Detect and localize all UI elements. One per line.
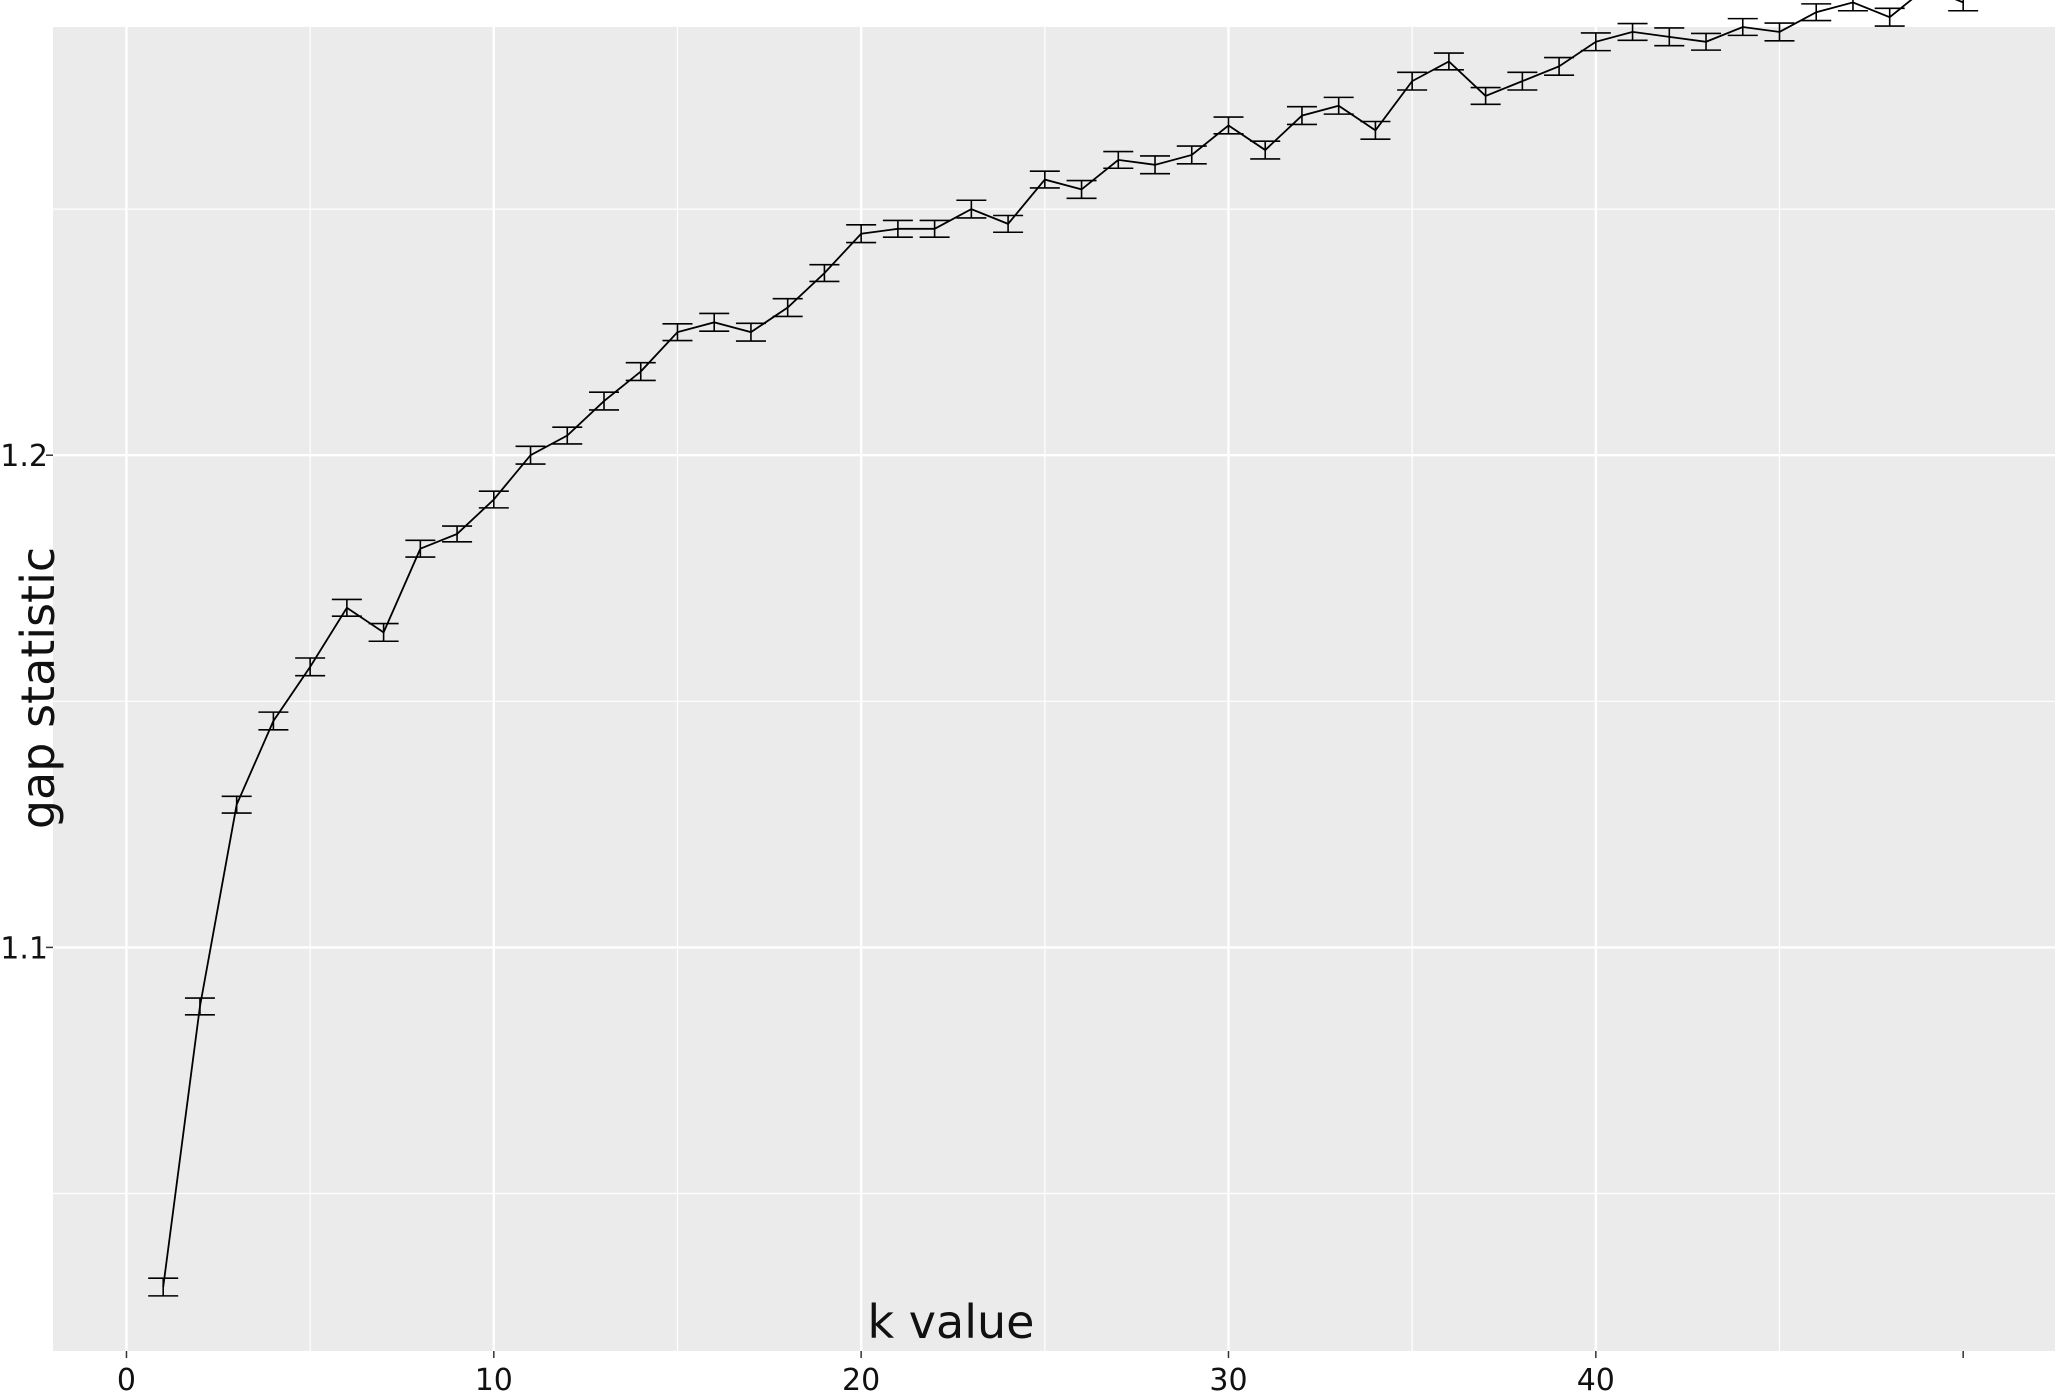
x-tick-label: 10 — [475, 1363, 513, 1398]
series-layer — [148, 0, 1979, 1297]
error-bar — [1544, 56, 1575, 77]
x-tick-label: 20 — [842, 1363, 880, 1398]
error-bar — [1397, 71, 1428, 91]
error-bar — [1029, 170, 1060, 189]
error-bar — [809, 263, 840, 283]
error-bar — [1360, 120, 1391, 141]
y-tick-label: 1.2 — [0, 439, 48, 474]
error-bar — [1286, 105, 1317, 126]
error-bar — [589, 391, 620, 411]
x-axis-tick-labels: 0 10 20 30 40 — [117, 1363, 1615, 1398]
error-bar — [882, 219, 913, 238]
error-bar — [184, 997, 215, 1016]
error-bar — [442, 525, 473, 543]
error-bar — [368, 622, 399, 643]
error-bar — [1250, 140, 1281, 160]
error-bar — [1470, 86, 1501, 106]
error-bar — [405, 539, 436, 558]
error-bar — [331, 598, 362, 617]
error-bar — [993, 214, 1024, 234]
y-axis-title: gap statistic — [11, 547, 65, 829]
error-bar — [1433, 52, 1464, 71]
x-tick-label: 40 — [1577, 1363, 1615, 1398]
error-bar — [735, 322, 766, 342]
error-bar — [1801, 3, 1832, 22]
x-tick-label: 0 — [117, 1363, 136, 1398]
error-bar — [148, 1277, 179, 1297]
error-bar — [1507, 71, 1538, 91]
x-axis-title: k value — [868, 1295, 1035, 1349]
x-tick-label: 30 — [1209, 1363, 1247, 1398]
error-bar — [295, 657, 326, 677]
major-gridlines — [53, 27, 2055, 1351]
error-bar — [1617, 22, 1648, 42]
error-bar — [1140, 155, 1171, 175]
error-bar — [919, 219, 950, 238]
error-bar — [625, 361, 656, 382]
gap-series-line — [162, 0, 1964, 1288]
error-bar — [1837, 0, 1868, 12]
error-bar — [478, 490, 509, 509]
error-bar — [1066, 179, 1097, 200]
error-bar — [956, 199, 987, 219]
error-bar — [1691, 32, 1722, 51]
plot-panel — [53, 27, 2055, 1351]
error-bar — [258, 711, 289, 731]
y-axis-tick-labels: 1.1 1.2 — [0, 439, 48, 966]
error-bar — [1103, 150, 1134, 170]
error-bar — [1580, 32, 1611, 52]
error-bar — [1727, 17, 1758, 37]
error-bar — [1764, 22, 1795, 42]
error-bar — [772, 297, 803, 318]
error-bar — [1874, 7, 1905, 27]
minor-gridlines — [53, 27, 2055, 1351]
error-bar — [552, 426, 583, 445]
axis-ticks — [46, 454, 1964, 1358]
error-bar — [1654, 27, 1685, 47]
y-tick-label: 1.1 — [0, 931, 48, 966]
error-bar — [699, 312, 730, 332]
error-bar — [515, 445, 546, 465]
error-bar — [1948, 0, 1979, 12]
error-bar — [1176, 145, 1207, 165]
error-bar — [1323, 96, 1354, 115]
error-bar — [846, 224, 877, 244]
error-bar — [662, 322, 693, 342]
error-bar — [221, 795, 252, 814]
error-bar — [1213, 116, 1244, 135]
